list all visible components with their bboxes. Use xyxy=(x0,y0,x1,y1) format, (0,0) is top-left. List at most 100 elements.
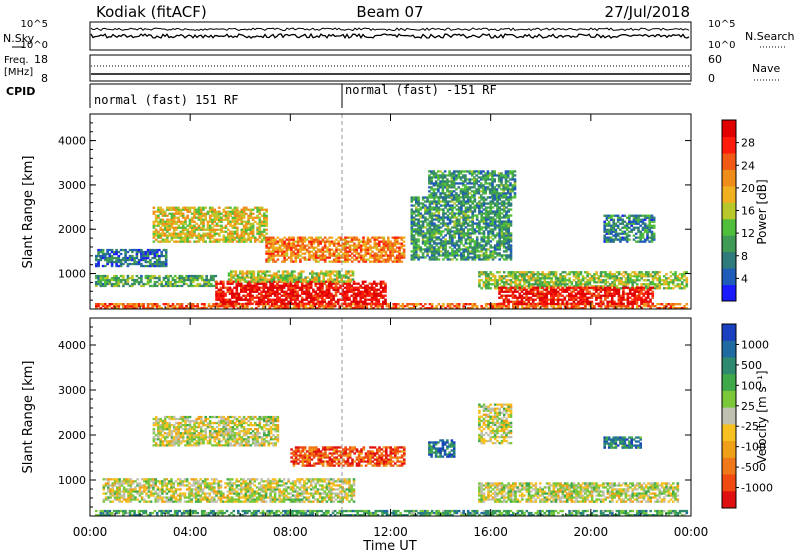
data-cell xyxy=(464,222,468,225)
data-cell xyxy=(208,210,212,213)
data-cell xyxy=(196,307,199,309)
data-cell xyxy=(439,230,443,233)
data-cell xyxy=(213,230,217,233)
data-cell xyxy=(505,212,508,215)
data-cell xyxy=(651,283,655,286)
data-cell xyxy=(604,307,607,309)
data-cell xyxy=(204,214,207,217)
data-cell xyxy=(430,228,434,231)
data-cell xyxy=(317,260,320,263)
data-cell xyxy=(268,305,272,308)
data-cell xyxy=(584,283,587,286)
data-cell xyxy=(489,208,492,211)
data-cell xyxy=(615,305,619,308)
data-cell xyxy=(473,232,477,235)
data-cell xyxy=(278,250,282,253)
data-cell xyxy=(227,222,230,225)
data-cell xyxy=(291,288,295,291)
data-cell xyxy=(336,300,340,303)
data-cell xyxy=(236,216,239,219)
data-cell xyxy=(678,287,682,290)
data-cell xyxy=(281,276,285,279)
data-cell xyxy=(259,276,262,279)
data-cell xyxy=(534,277,538,280)
data-cell xyxy=(478,202,481,205)
data-cell xyxy=(353,246,356,249)
data-cell xyxy=(559,303,562,306)
data-cell xyxy=(653,277,657,280)
data-cell xyxy=(417,228,420,231)
data-cell xyxy=(559,277,562,280)
data-cell xyxy=(410,258,414,261)
data-cell xyxy=(332,244,336,247)
data-cell xyxy=(640,277,643,280)
data-cell xyxy=(507,222,510,225)
data-cell xyxy=(516,279,520,282)
data-cell xyxy=(231,296,234,299)
data-cell xyxy=(375,300,378,303)
data-cell xyxy=(332,288,335,291)
data-cell xyxy=(325,302,329,305)
data-cell xyxy=(241,305,245,308)
data-cell xyxy=(327,288,331,291)
data-cell xyxy=(348,290,351,293)
data-cell xyxy=(133,305,136,308)
data-cell xyxy=(164,264,168,268)
data-cell xyxy=(638,271,641,274)
data-cell xyxy=(402,254,406,257)
data-cell xyxy=(110,258,114,262)
data-cell xyxy=(296,244,300,247)
data-cell xyxy=(502,244,506,247)
data-cell xyxy=(482,244,486,247)
data-cell xyxy=(473,258,477,261)
data-cell xyxy=(393,258,397,261)
data-cell xyxy=(398,252,401,255)
data-cell xyxy=(236,230,239,233)
data-cell xyxy=(649,275,652,278)
data-cell xyxy=(173,305,177,308)
data-cell xyxy=(293,274,296,277)
nave-tick-top: 60 xyxy=(708,53,722,66)
data-cell xyxy=(187,278,190,282)
data-cell xyxy=(647,271,650,274)
data-cell xyxy=(387,258,390,261)
data-cell xyxy=(453,202,456,205)
data-cell xyxy=(287,244,291,247)
data-cell xyxy=(545,286,549,289)
data-cell xyxy=(240,236,244,239)
data-cell xyxy=(428,214,432,217)
data-cell xyxy=(350,252,354,255)
data-cell xyxy=(451,236,454,239)
data-cell xyxy=(159,212,162,215)
data-cell xyxy=(160,282,163,286)
data-cell xyxy=(211,212,214,215)
data-cell xyxy=(343,292,347,295)
data-cell xyxy=(518,286,522,289)
data-cell xyxy=(301,240,304,243)
data-cell xyxy=(189,278,193,282)
data-cell xyxy=(318,302,322,305)
data-cell xyxy=(162,254,166,258)
data-cell xyxy=(133,280,136,284)
data-cell xyxy=(364,294,367,297)
data-cell xyxy=(113,274,116,278)
data-cell xyxy=(282,292,286,295)
data-cell xyxy=(158,307,161,309)
data-cell xyxy=(97,303,100,306)
data-cell xyxy=(151,307,154,309)
data-cell xyxy=(267,302,270,305)
data-cell xyxy=(137,303,141,306)
data-cell xyxy=(263,278,267,281)
data-cell xyxy=(647,285,650,288)
data-cell xyxy=(240,298,243,301)
data-cell xyxy=(278,244,282,247)
data-cell xyxy=(502,258,506,261)
data-cell xyxy=(388,307,391,309)
data-cell xyxy=(206,224,210,227)
data-cell xyxy=(172,222,176,225)
data-cell xyxy=(324,307,328,309)
data-cell xyxy=(269,252,273,255)
data-cell xyxy=(352,290,356,293)
data-cell xyxy=(359,298,362,301)
data-cell xyxy=(254,216,257,219)
